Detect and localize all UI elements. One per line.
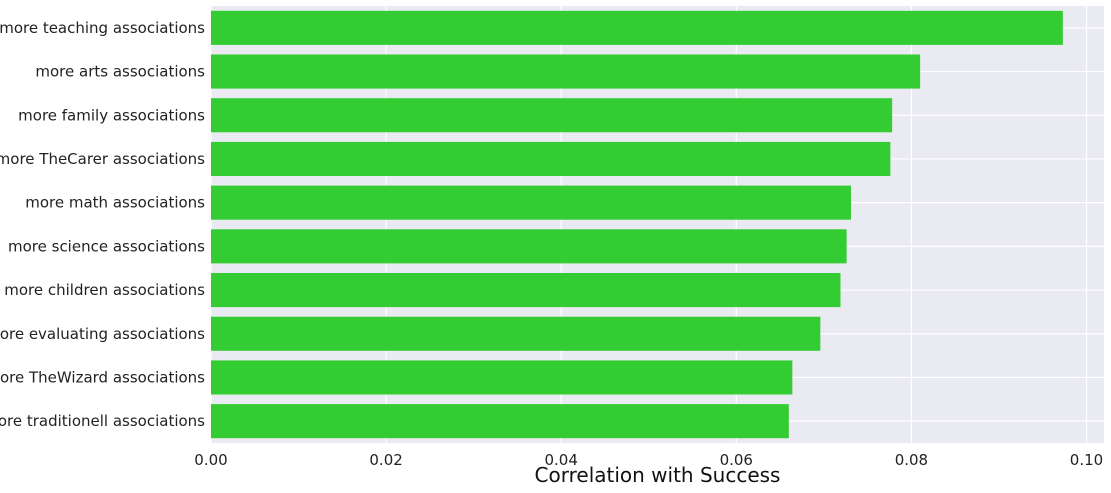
bar xyxy=(211,98,893,133)
x-tick-label: 0.06 xyxy=(720,451,753,469)
category-label: more math associations xyxy=(25,194,205,212)
bar xyxy=(211,229,847,264)
bar xyxy=(211,404,789,439)
category-label: more children associations xyxy=(4,281,205,299)
bar xyxy=(211,316,821,351)
category-label: more arts associations xyxy=(35,63,205,81)
x-tick-label: 0.04 xyxy=(544,451,577,469)
x-tick-label: 0.10 xyxy=(1070,451,1103,469)
bar xyxy=(211,185,851,220)
category-label: more TheWizard associations xyxy=(0,368,205,386)
bar xyxy=(211,273,841,308)
bar xyxy=(211,10,1063,45)
bar xyxy=(211,141,891,176)
bar xyxy=(211,54,921,89)
category-label: more TheCarer associations xyxy=(0,150,205,168)
category-label: more traditionell associations xyxy=(0,412,205,430)
x-tick-label: 0.00 xyxy=(194,451,227,469)
category-labels: more teaching associations more arts asso… xyxy=(0,19,205,430)
bar xyxy=(211,360,793,395)
category-label: more evaluating associations xyxy=(0,325,205,343)
x-tick-labels: 0.00 0.02 0.04 0.06 0.08 0.10 xyxy=(194,451,1103,469)
x-axis-title: Correlation with Success xyxy=(535,463,781,487)
category-label: more teaching associations xyxy=(0,19,205,37)
bars xyxy=(211,10,1063,439)
category-label: more family associations xyxy=(18,106,205,124)
x-tick-label: 0.08 xyxy=(895,451,928,469)
category-label: more science associations xyxy=(8,237,205,255)
x-tick-label: 0.02 xyxy=(369,451,402,469)
